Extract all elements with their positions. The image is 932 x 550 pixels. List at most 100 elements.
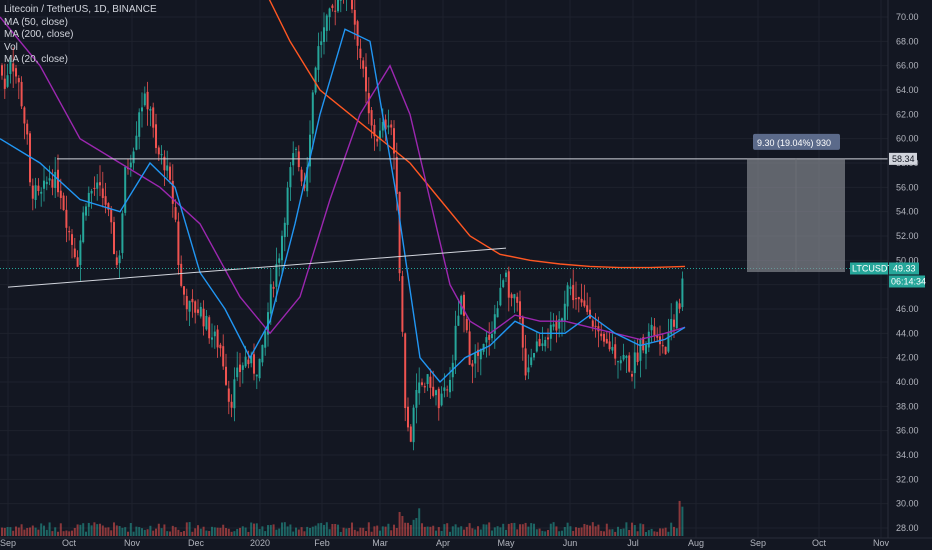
candle [667,332,670,352]
candle [236,367,239,378]
candle [580,298,583,303]
volume-bar [491,530,493,536]
grid-lines [0,0,888,538]
candle [474,353,477,364]
candle [29,133,31,183]
candle [678,303,681,309]
candle [20,81,23,107]
volume-bar [166,531,169,536]
candle [421,382,423,385]
candle [278,258,281,263]
volume-bar [93,522,96,536]
volume-bar [62,531,65,536]
volume-bar [20,524,23,536]
candle [132,151,135,164]
volume-bar [468,523,471,536]
candle [463,294,465,316]
volume-bar [645,531,647,536]
candle [323,27,325,42]
candle [225,366,227,385]
candle [575,298,577,300]
volume-bar [202,526,205,536]
drawings[interactable]: 9.30 (19.04%) 930 [0,133,888,288]
legend-ma50[interactable]: MA (50, close) [4,16,68,28]
volume-bar [300,527,303,536]
candle [253,354,255,374]
volume-bar [527,526,530,536]
candle [423,386,426,388]
volume-bar [507,523,510,536]
volume-bar [611,529,614,536]
price-tick-label: 70.00 [896,12,919,22]
price-tags: 58.34 LTCUSDT 49.33 06:14:34 [850,152,926,288]
legend-ma20[interactable]: MA (20, close) [4,54,68,65]
volume-bar [404,522,407,536]
volume-bar [244,527,247,536]
candle [491,333,493,339]
volume-bar [493,527,496,536]
candle [645,344,647,354]
ma50-line [0,16,686,341]
volume-bar [146,529,149,536]
candle [471,363,474,367]
candle [530,357,533,366]
legend-title[interactable]: Litecoin / TetherUS, 1D, BINANCE [4,4,157,15]
volume-bar [600,530,603,536]
volume-bar [121,527,124,536]
volume-bar [292,531,295,536]
candle [331,5,334,8]
candle [325,15,328,31]
time-tick-label: 2020 [250,538,270,548]
volume-bar [642,524,645,536]
volume-bar [306,526,309,536]
legend-ma200[interactable]: MA (200, close) [4,29,74,40]
volume-bar [572,530,575,536]
candle [605,338,608,344]
volume-bar [141,528,143,536]
candle [535,341,538,352]
candle [197,309,199,313]
candle [68,231,71,233]
volume-bar [68,531,71,536]
candle [401,276,404,332]
trend-line[interactable] [7,247,507,288]
volume-bar [222,524,225,536]
volume-bar [194,528,197,536]
volume-bar [183,531,185,536]
time-tick-label: Oct [62,538,77,548]
volume-bar [460,526,463,536]
candle [45,181,48,185]
volume-bar [155,528,157,536]
volume-bar [513,522,516,536]
candle [457,315,460,326]
candle [40,191,43,194]
symbol-tag-box [850,262,888,275]
candle [577,297,580,300]
candle [479,348,482,360]
candle [275,264,278,287]
legend-volume[interactable]: Vol [4,41,18,53]
volume-bar [437,527,440,536]
volume-bar [43,525,45,536]
candle [642,337,645,351]
volume-bar [597,524,600,536]
volume-bar [535,529,538,536]
volume-bar [631,522,633,536]
price-tick-label: 28.00 [896,523,919,533]
volume-bar [40,523,43,536]
volume-bar [432,525,435,536]
candle [418,382,421,394]
volume-bar [477,526,479,536]
candle [563,303,566,321]
candle [547,337,549,340]
volume-bar [499,527,502,536]
price-axis[interactable]: 28.00 30.00 32.00 34.00 36.00 38.00 40.00 42.00… [896,12,919,533]
volume-bar [373,526,376,536]
volume-bar [398,511,401,536]
volume-bar [295,527,297,536]
time-axis[interactable]: Sep Oct Nov Dec 2020 Feb Mar Apr May Jun Jul Aug Sep… [0,538,889,548]
candle [311,92,314,134]
volume-bar [370,531,373,536]
volume-bar [230,531,233,536]
